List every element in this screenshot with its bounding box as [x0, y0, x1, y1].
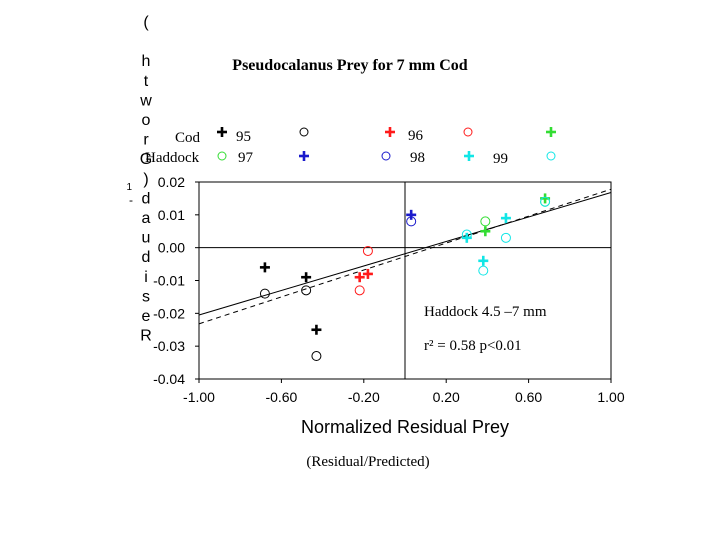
- y-tick-label: -0.01: [153, 273, 185, 289]
- legend-label-cod: Cod: [175, 130, 201, 146]
- cod-point-96-0: [354, 272, 365, 283]
- y-axis-label-char: h: [142, 53, 151, 70]
- y-axis-label-superscript: 1: [126, 182, 132, 193]
- legend-marker-cod-97: [546, 127, 556, 137]
- y-axis-label-char: d: [142, 249, 151, 266]
- y-axis-label-char: (: [143, 14, 149, 31]
- haddock-point-95-0: [259, 288, 270, 299]
- x-tick-label: 0.60: [515, 389, 542, 405]
- legend-marker-haddock-95: [299, 127, 309, 137]
- haddock-point-98-0: [406, 216, 417, 227]
- legend-year-97: 97: [238, 150, 254, 166]
- y-axis-label-char: d: [142, 190, 151, 207]
- cod-point-99-1: [478, 255, 489, 266]
- y-axis-label-minus: -: [129, 193, 133, 207]
- legend-year-99: 99: [493, 151, 508, 167]
- x-axis: -1.00 -0.60 -0.20 0.20 0.60 1.00: [183, 379, 625, 405]
- legend: Cod Haddock 95 96 97 98 99: [145, 127, 556, 167]
- y-tick-label: 0.02: [158, 174, 185, 190]
- y-axis-label-char: R: [140, 328, 152, 345]
- legend-year-96: 96: [408, 128, 424, 144]
- x-axis-sublabel: (Residual/Predicted): [306, 454, 429, 470]
- cod-point-95-0: [259, 262, 270, 273]
- cod-point-95-2: [311, 324, 322, 335]
- x-axis-label: Normalized Residual Prey: [301, 417, 509, 437]
- haddock-point-95-1: [301, 285, 312, 296]
- y-tick-label: -0.03: [153, 338, 185, 354]
- y-tick-label: 0.01: [158, 207, 185, 223]
- legend-marker-cod-98: [299, 151, 309, 161]
- fit-lines: [198, 188, 612, 325]
- fit-line-dashed: [198, 188, 612, 325]
- cod-point-98-0: [406, 209, 417, 220]
- y-axis-label-char: u: [142, 230, 151, 247]
- haddock-point-99-3: [540, 196, 551, 207]
- legend-marker-cod-95: [217, 127, 227, 137]
- x-tick-label: -1.00: [183, 389, 215, 405]
- legend-label-haddock: Haddock: [145, 150, 200, 166]
- y-tick-label: -0.04: [153, 371, 185, 387]
- annotation-haddock-size: Haddock 4.5 –7 mm: [424, 304, 547, 320]
- x-tick-label: -0.20: [348, 389, 380, 405]
- cod-point-96-1: [362, 268, 373, 279]
- fit-line-solid: [198, 192, 612, 316]
- legend-marker-haddock-97: [217, 151, 227, 161]
- annotation-r-squared: r² = 0.58 p<0.01: [424, 338, 522, 354]
- legend-year-98: 98: [410, 150, 425, 166]
- haddock-point-96-1: [362, 245, 373, 256]
- y-axis-label-char: i: [144, 269, 148, 286]
- haddock-point-99-0: [461, 229, 472, 240]
- haddock-point-95-2: [311, 351, 322, 362]
- y-axis-label-char: e: [142, 308, 151, 325]
- cod-point-95-1: [301, 272, 312, 283]
- x-tick-label: -0.60: [265, 389, 297, 405]
- y-axis-label-char: r: [143, 132, 149, 149]
- y-axis-label-char: w: [139, 92, 152, 109]
- legend-marker-cod-96: [385, 127, 395, 137]
- legend-year-95: 95: [236, 129, 251, 145]
- legend-marker-cod-99: [464, 151, 474, 161]
- legend-marker-haddock-99: [546, 151, 556, 161]
- reference-lines: [199, 182, 611, 379]
- y-axis-label-char: ): [143, 171, 148, 188]
- cod-point-97-0: [480, 226, 491, 237]
- haddock-point-99-2: [500, 232, 511, 243]
- data-points: [259, 193, 551, 362]
- cod-point-99-2: [500, 213, 511, 224]
- haddock-point-97-0: [480, 216, 491, 227]
- y-axis-label-char: t: [144, 73, 149, 90]
- legend-marker-haddock-96: [463, 127, 473, 137]
- haddock-point-96-0: [354, 285, 365, 296]
- y-tick-label: 0.00: [158, 240, 185, 256]
- y-tick-label: -0.02: [153, 305, 185, 321]
- chart-title: Pseudocalanus Prey for 7 mm Cod: [232, 57, 468, 74]
- legend-marker-haddock-98: [381, 151, 391, 161]
- haddock-point-99-1: [478, 265, 489, 276]
- y-axis-label-char: s: [142, 288, 150, 305]
- y-axis-label-char: a: [142, 210, 151, 227]
- y-axis-label-char: o: [142, 112, 151, 129]
- x-tick-label: 0.20: [433, 389, 460, 405]
- x-tick-label: 1.00: [597, 389, 624, 405]
- y-axis: 0.02 0.01 0.00 -0.01 -0.02 -0.03 -0.04: [153, 174, 199, 387]
- y-axis-label-char: G: [140, 151, 152, 168]
